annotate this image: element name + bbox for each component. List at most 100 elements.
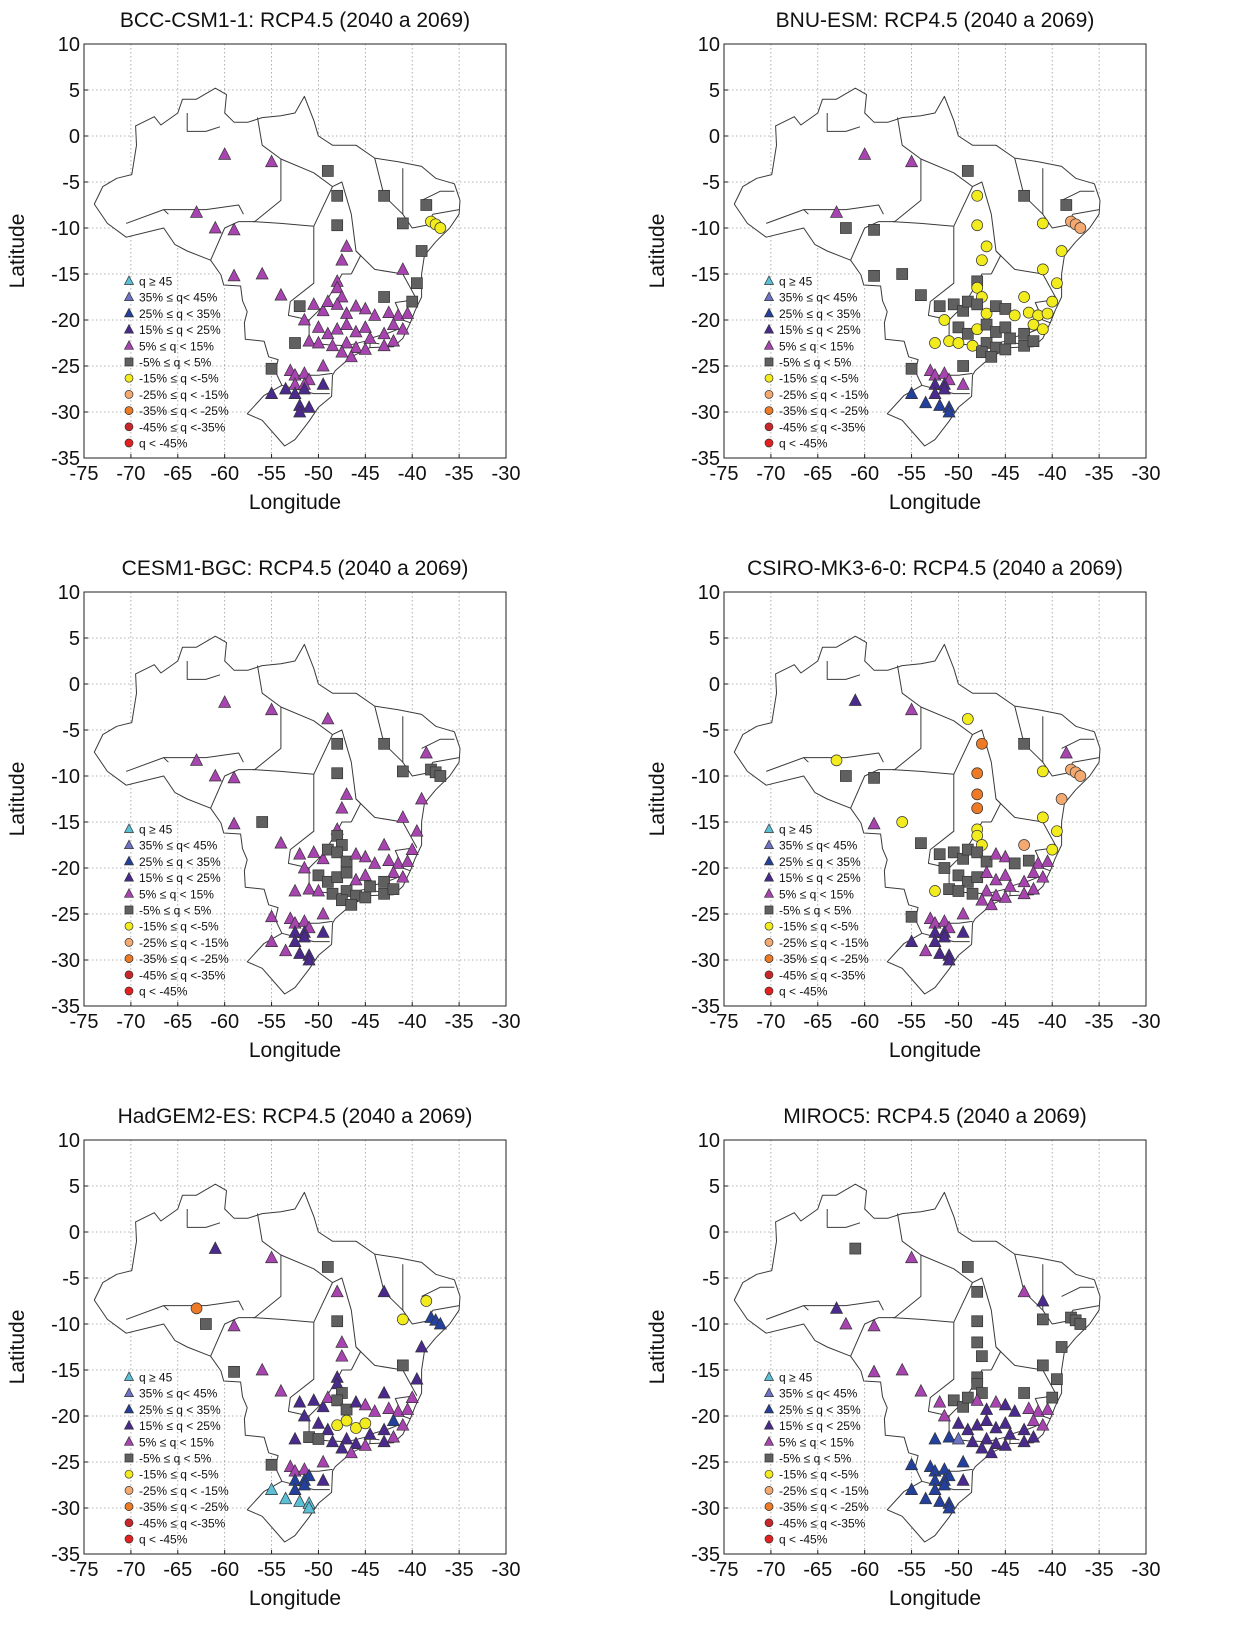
station-marker [1018,327,1030,340]
y-tick-label: -30 [51,950,80,972]
legend-label: q < -45% [779,985,828,999]
legend-marker [123,1403,135,1414]
state-border [920,158,973,227]
y-tick-label: -15 [691,812,720,834]
plot-frame [83,43,507,459]
y-tick-label: 0 [69,1222,80,1244]
station-marker [971,1336,984,1349]
data-points [830,693,1087,966]
station-marker [1036,765,1049,778]
panel-csiro-mk3-6-0: CSIRO-MK3-6-0: RCP4.5 (2040 a 2069) -75 -7… [640,548,1240,1088]
y-tick-label: -25 [51,1452,80,1474]
station-marker [1008,857,1021,870]
station-marker [331,846,344,859]
state-border [995,250,1058,301]
legend-marker [124,390,134,399]
y-axis-label: Latitude [646,214,669,289]
x-axis-label: Longitude [249,1587,341,1610]
legend-label: -25% ≤ q < -15% [779,936,869,950]
state-border [920,706,973,775]
station-marker [302,400,316,413]
station-marker [325,338,340,352]
station-marker [293,404,307,418]
state-border [355,250,418,301]
chart-title: CSIRO-MK3-6-0: RCP4.5 (2040 a 2069) [747,557,1123,580]
station-marker [386,1429,401,1443]
station-marker [400,854,415,867]
station-marker [311,335,326,349]
y-tick-label: 0 [709,1222,720,1244]
station-marker [410,1371,424,1385]
legend-label: 25% ≤ q < 35% [139,855,221,869]
x-axis-label: Longitude [249,1039,341,1062]
station-marker [208,768,222,782]
station-marker [971,219,984,232]
station-marker [1022,1401,1036,1414]
x-tick-label: -75 [70,1559,99,1581]
station-marker [400,1402,415,1415]
y-tick-label: -5 [702,1268,720,1290]
y-tick-label: -5 [62,172,80,194]
state-border [972,181,1002,275]
legend-label: 35% ≤ q< 45% [139,839,218,853]
station-marker [951,1416,966,1429]
station-marker [868,771,880,784]
state-border [972,1277,1002,1371]
station-marker [331,1394,344,1407]
legend-label: 25% ≤ q < 35% [139,307,221,321]
station-marker [288,1431,302,1445]
station-marker [293,300,306,313]
legend-label: 15% ≤ q < 25% [779,1419,861,1433]
station-marker [947,1394,960,1407]
station-marker [349,872,363,886]
state-border [332,729,362,823]
station-marker [264,1250,279,1264]
x-tick-label: -35 [1085,463,1114,485]
station-marker [1074,1318,1087,1330]
station-marker [321,711,335,725]
station-marker [218,695,232,708]
state-border [186,113,221,132]
x-tick-label: -70 [116,1011,145,1033]
station-marker [350,1422,362,1434]
station-marker [391,1404,405,1417]
legend-label: -15% ≤ q <-5% [139,1468,219,1482]
station-marker [311,883,326,897]
station-marker [1046,843,1059,856]
state-border [850,117,922,261]
x-tick-label: -70 [756,1559,785,1581]
station-marker [335,800,349,814]
station-marker [1036,323,1049,336]
legend-label: -35% ≤ q < -25% [779,404,869,418]
station-marker [331,1419,344,1432]
station-marker [377,837,391,851]
station-marker [396,1313,409,1326]
x-tick-label: -60 [850,463,879,485]
station-marker [340,787,354,800]
x-tick-label: -55 [257,463,286,485]
y-tick-label: -35 [51,448,80,470]
x-tick-label: -70 [756,1011,785,1033]
legend-label: 5% ≤ q < 15% [779,887,854,901]
legend-marker [764,1453,774,1463]
legend-label: -25% ≤ q < -15% [139,388,229,402]
station-marker [321,1422,335,1436]
station-marker [956,906,970,920]
legend-marker [124,905,134,915]
station-marker [264,154,279,168]
legend-label: q ≥ 45 [139,275,173,289]
station-marker [200,1318,212,1330]
station-marker [1027,318,1040,331]
state-border [252,769,314,775]
station-marker [316,1454,330,1468]
station-marker [358,849,372,863]
y-tick-label: -10 [51,766,80,788]
station-marker [971,802,984,815]
station-marker [274,287,288,301]
station-marker [340,1431,354,1445]
station-marker [293,846,307,860]
station-marker [358,342,372,355]
x-tick-label: -30 [492,1559,521,1581]
station-marker [998,868,1012,881]
country-outline [93,87,461,447]
